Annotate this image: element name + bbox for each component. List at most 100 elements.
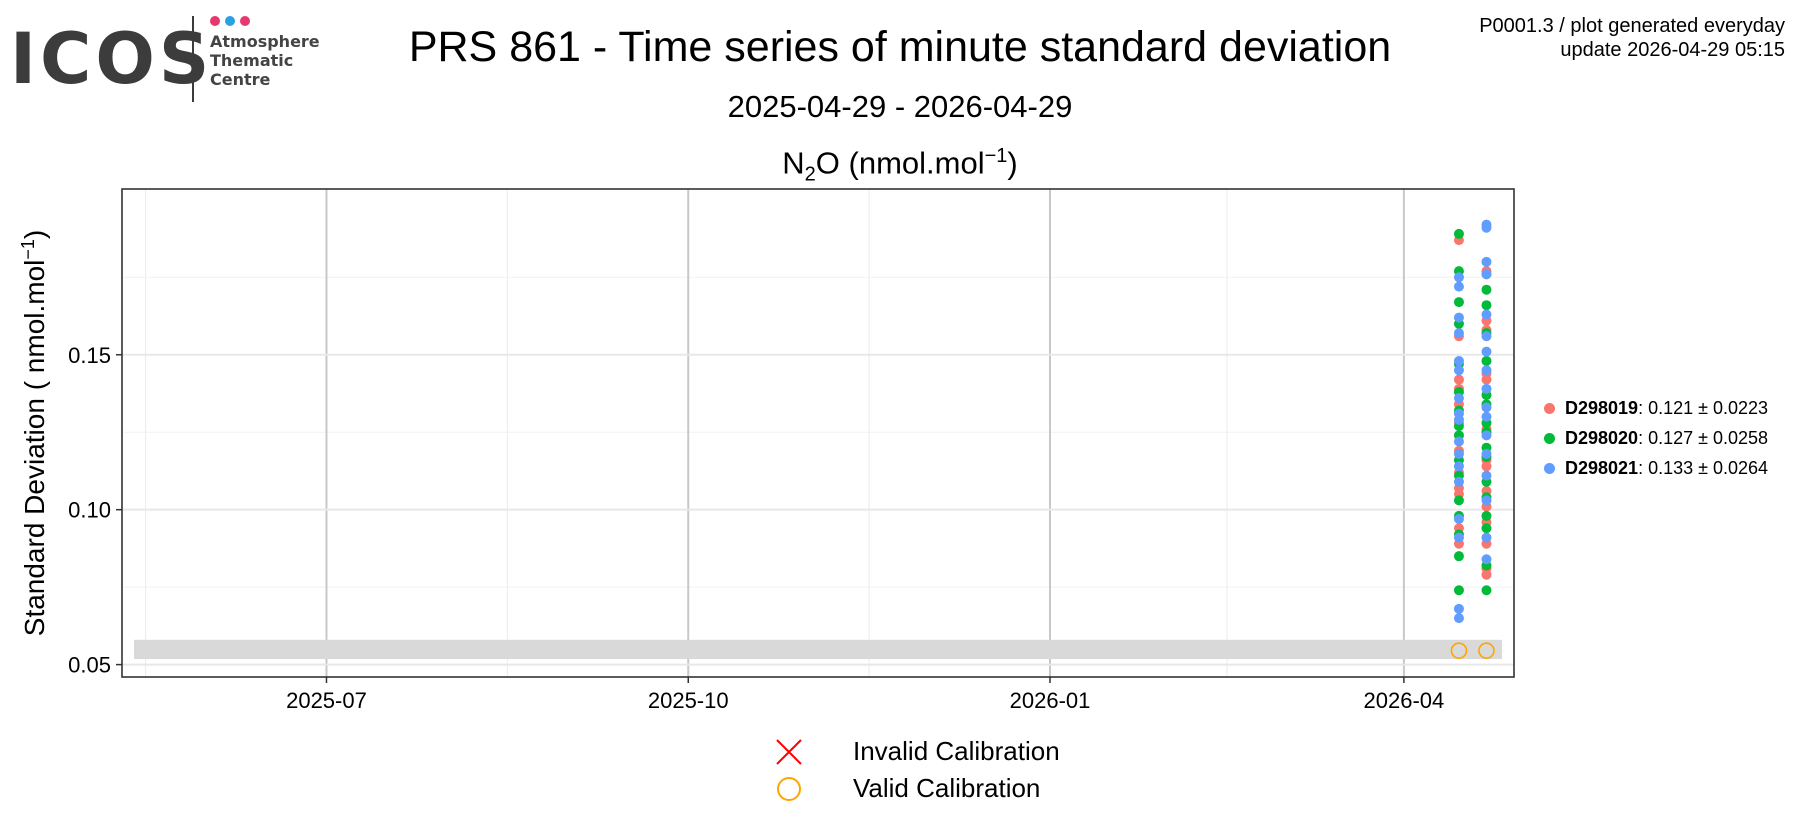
- data-point: [1453, 374, 1464, 385]
- valid-calibration-marker: [1450, 642, 1468, 659]
- data-point: [1481, 331, 1492, 342]
- data-point: [1481, 309, 1492, 320]
- valid-calibration-label: Valid Calibration: [853, 773, 1041, 803]
- data-point: [1481, 411, 1492, 422]
- data-point: [1453, 436, 1464, 447]
- data-point: [1453, 448, 1464, 459]
- calibration-legend-item: Invalid Calibration: [773, 733, 1060, 770]
- data-point: [1453, 476, 1464, 487]
- date-range: 2025-04-29 - 2026-04-29: [727, 89, 1073, 124]
- data-point: [1481, 222, 1492, 233]
- data-point: [1481, 585, 1492, 596]
- plot-background: [122, 189, 1514, 677]
- data-point: [1481, 430, 1492, 441]
- data-point: [1453, 414, 1464, 425]
- data-point: [1453, 297, 1464, 308]
- x-tick-label: 2025-07: [286, 688, 367, 713]
- data-point: [1453, 532, 1464, 543]
- data-point: [1453, 585, 1464, 596]
- logo-wordmark: ICOS: [10, 18, 214, 100]
- data-point: [1481, 461, 1492, 472]
- data-point: [1453, 603, 1464, 614]
- legend-series-name: D298020: [1565, 427, 1639, 448]
- data-point: [1453, 272, 1464, 283]
- data-point: [1453, 551, 1464, 562]
- data-point: [1453, 228, 1464, 239]
- data-point: [1481, 300, 1492, 311]
- data-point: [1453, 281, 1464, 292]
- data-point: [1453, 495, 1464, 506]
- cross-icon: [776, 738, 802, 765]
- legend-swatch: [1544, 402, 1555, 414]
- reference-band: [134, 639, 1502, 660]
- plot-border: [121, 188, 1515, 678]
- legend-series-name: D298021: [1565, 457, 1639, 478]
- series-legend: D298019: 0.121 ± 0.0223 D298020: 0.127 ±…: [1544, 393, 1768, 483]
- logo-dots-icon: [210, 16, 250, 26]
- logo-dot-3: [240, 16, 250, 26]
- panel-title-species-end: O: [815, 145, 840, 181]
- legend-item: D298021: 0.133 ± 0.0264: [1544, 453, 1768, 483]
- legend-series-name: D298019: [1565, 397, 1639, 418]
- panel-title-species: N: [782, 145, 805, 181]
- calibration-legend: Invalid Calibration Valid Calibration: [773, 733, 1060, 807]
- y-tick-label: 0.05: [68, 653, 111, 678]
- logo-dot-2: [225, 16, 235, 26]
- data-point: [1481, 383, 1492, 394]
- data-point: [1481, 355, 1492, 366]
- data-point: [1453, 393, 1464, 404]
- calibration-legend-item: Valid Calibration: [773, 770, 1060, 807]
- page-title: PRS 861 - Time series of minute standard…: [408, 23, 1392, 71]
- legend-swatch: [1544, 462, 1555, 474]
- data-point: [1453, 365, 1464, 376]
- data-point: [1481, 448, 1492, 459]
- logo-subtitle-line: Thematic: [210, 51, 294, 70]
- y-axis-title: Standard Deviation ( nmol.mol−1): [18, 230, 50, 636]
- data-point: [1481, 532, 1492, 543]
- generation-info-line1: P0001.3 / plot generated everyday: [1479, 15, 1785, 37]
- logo-divider: [192, 16, 194, 102]
- data-point: [1481, 495, 1492, 506]
- data-point: [1481, 510, 1492, 521]
- data-point: [1481, 346, 1492, 357]
- icos-logo: ICOS Atmosphere Thematic Centre: [10, 14, 320, 106]
- legend-series-stats: : 0.133 ± 0.0264: [1638, 457, 1769, 478]
- data-point: [1453, 613, 1464, 624]
- panel-title-superscript: −1: [984, 145, 1008, 167]
- generation-info-line2: update 2026-04-29 05:15: [1560, 39, 1785, 61]
- legend-series-stats: : 0.121 ± 0.0223: [1638, 397, 1769, 418]
- panel-title-unit-end: ): [1007, 145, 1018, 181]
- generation-info: P0001.3 / plot generated everyday update…: [1479, 14, 1785, 62]
- data-point: [1481, 569, 1492, 580]
- data-point: [1481, 523, 1492, 534]
- data-point: [1453, 312, 1464, 323]
- data-point: [1453, 461, 1464, 472]
- circle-icon: [777, 776, 801, 801]
- logo-subtitle: Atmosphere Thematic Centre: [210, 32, 320, 89]
- y-tick-label: 0.10: [68, 498, 111, 523]
- logo-subtitle-line: Centre: [210, 70, 271, 89]
- invalid-calibration-label: Invalid Calibration: [853, 736, 1060, 766]
- panel-title-subscript: 2: [804, 163, 816, 186]
- data-point: [1481, 365, 1492, 376]
- legend-series-stats: : 0.127 ± 0.0258: [1638, 427, 1769, 448]
- panel-title: N2O (nmol.mol−1): [0, 137, 1800, 194]
- data-point: [1481, 284, 1492, 295]
- legend-item: D298019: 0.121 ± 0.0223: [1544, 393, 1768, 423]
- data-point: [1453, 328, 1464, 339]
- data-point: [1481, 374, 1492, 385]
- valid-calibration-marker: [1478, 642, 1495, 659]
- logo-subtitle-line: Atmosphere: [210, 32, 320, 51]
- data-point: [1481, 256, 1492, 267]
- data-point: [1453, 355, 1464, 366]
- y-tick-label: 0.15: [68, 343, 111, 368]
- x-tick-label: 2026-04: [1364, 688, 1445, 713]
- legend-item: D298020: 0.127 ± 0.0258: [1544, 423, 1768, 453]
- data-point: [1481, 269, 1492, 280]
- data-point: [1481, 554, 1492, 565]
- panel-title-unit: (nmol.mol: [839, 145, 985, 181]
- data-point: [1481, 470, 1492, 481]
- legend-swatch: [1544, 432, 1555, 444]
- x-tick-label: 2026-01: [1010, 688, 1091, 713]
